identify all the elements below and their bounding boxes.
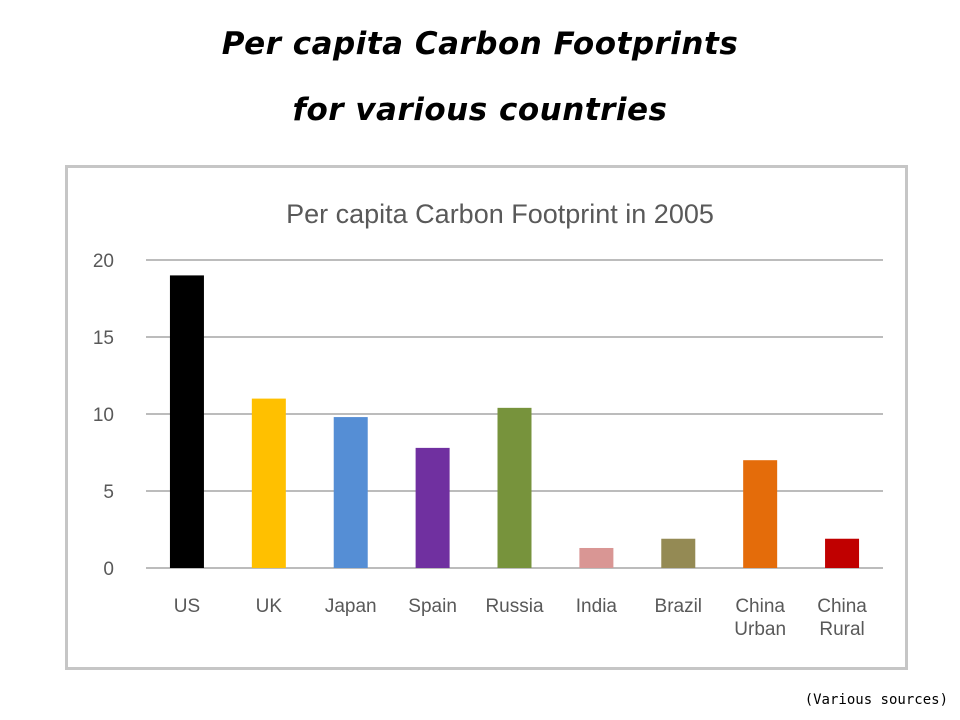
y-tick-label: 5 [103,482,114,503]
chart-frame: Per capita Carbon Footprint in 2005 0 5 10… [65,165,908,670]
bar [333,417,368,568]
y-tick-label: 0 [103,559,114,580]
x-tick-label: UK [256,596,283,617]
x-tick-label: Russia [485,596,544,617]
bars [169,275,860,568]
x-tick-label: Brazil [655,596,703,617]
bar [579,547,614,568]
y-tick-label: 10 [93,405,114,426]
bar [661,538,696,568]
y-tick-label: 15 [93,328,114,349]
bar-chart: Per capita Carbon Footprint in 2005 0 5 10… [93,199,883,640]
x-tick-label: Spain [408,596,457,617]
x-tick-label: China Urban [734,596,786,640]
slide-title-line1: Per capita Carbon Footprints [221,26,739,62]
x-tick-label: US [174,596,200,617]
bar [251,398,286,568]
bar [743,460,778,568]
source-note: (Various sources) [804,692,948,708]
bar [415,447,450,568]
y-axis: 0 5 10 15 20 [93,251,114,580]
x-axis: US UK Japan Spain Russia India Brazil China Urba… [174,596,868,640]
x-tick-label: China Rural [817,596,867,640]
x-tick-label: India [576,596,618,617]
slide-title-line2: for various countries [292,92,668,128]
y-tick-label: 20 [93,251,114,272]
bar [497,407,532,568]
bar [169,275,204,568]
chart-title: Per capita Carbon Footprint in 2005 [286,199,714,229]
bar [825,538,860,568]
x-tick-label: Japan [325,596,377,617]
